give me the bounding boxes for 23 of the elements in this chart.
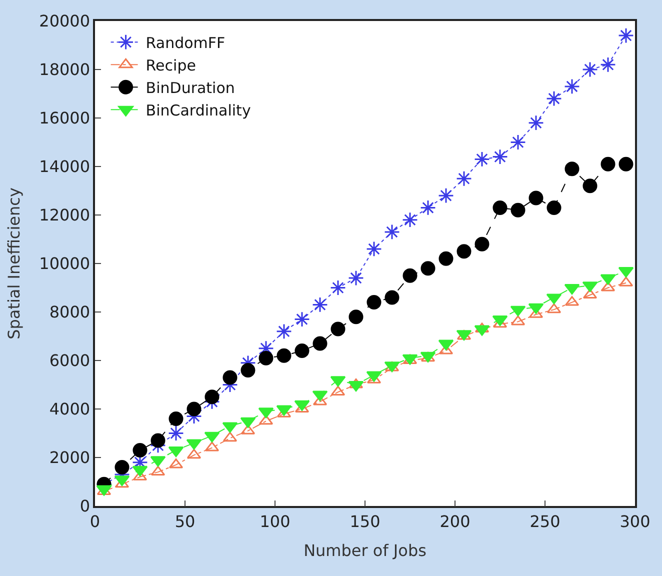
y-axis-title: Spatial Inefficiency (4, 188, 24, 340)
x-tick-label: 200 (440, 512, 470, 531)
x-tick-label: 50 (174, 512, 196, 531)
legend-label: RandomFF (146, 34, 226, 52)
y-tick-label: 8000 (49, 302, 90, 322)
y-tick-label: 14000 (39, 157, 90, 176)
y-tick-label: 2000 (49, 448, 90, 468)
y-tick-label: 0 (80, 496, 90, 516)
legend-label: Recipe (146, 56, 196, 74)
x-tick-label: 100 (260, 512, 290, 531)
legend-label: BinCardinality (146, 101, 251, 120)
y-tick-label: 12000 (39, 206, 90, 225)
y-tick-label: 4000 (49, 400, 90, 419)
y-tick-label: 10000 (39, 254, 90, 274)
legend-label: BinDuration (146, 78, 235, 97)
y-tick-label: 16000 (39, 108, 90, 128)
x-axis-title: Number of Jobs (304, 541, 426, 560)
x-tick-label: 150 (350, 512, 380, 531)
x-tick-label: 300 (620, 512, 650, 531)
y-tick-label: 20000 (39, 12, 90, 31)
y-tick-label: 6000 (49, 351, 90, 370)
y-tick-label: 18000 (39, 60, 90, 80)
x-tick-label: 250 (530, 512, 560, 531)
